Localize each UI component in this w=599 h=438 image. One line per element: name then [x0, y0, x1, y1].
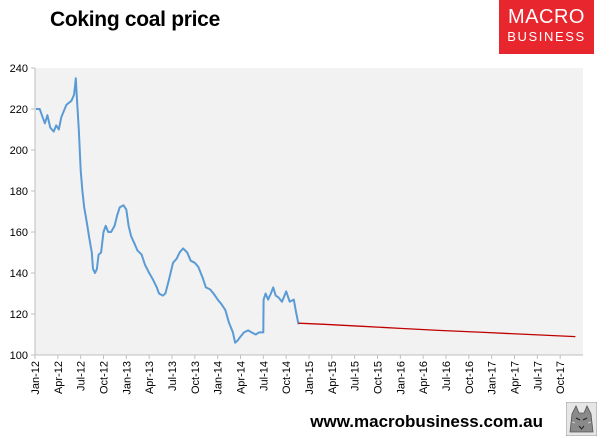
y-tick-label: 180: [10, 186, 28, 198]
x-tick-label: Oct-14: [281, 361, 293, 394]
footer-url[interactable]: www.macrobusiness.com.au: [310, 412, 543, 431]
page-title: Coking coal price: [50, 8, 220, 31]
plot-area: [35, 68, 583, 355]
y-tick-label: 240: [10, 63, 28, 75]
x-tick-label: Oct-17: [555, 361, 567, 394]
y-axis: 100 120 140 160 180 200 220 240: [10, 63, 36, 362]
logo-line1: MACRO: [508, 6, 585, 28]
y-tick-label: 100: [10, 350, 28, 362]
x-tick-label: Jan-12: [30, 361, 42, 395]
x-tick-label: Oct-16: [464, 361, 476, 394]
x-tick-label: Apr-17: [510, 361, 522, 394]
x-tick-label: Jul-16: [441, 361, 453, 391]
x-tick-label: Jan-14: [213, 361, 225, 395]
x-tick-label: Jul-14: [258, 361, 270, 391]
x-tick-label: Apr-14: [236, 361, 248, 394]
x-tick-label: Jan-17: [487, 361, 499, 395]
x-tick-label: Jan-15: [304, 361, 316, 395]
x-tick-label: Oct-15: [373, 361, 385, 394]
y-tick-label: 200: [10, 145, 28, 157]
y-tick-label: 160: [10, 227, 28, 239]
x-tick-label: Apr-15: [327, 361, 339, 394]
y-tick-label: 220: [10, 104, 28, 116]
x-tick-label: Jan-13: [121, 361, 133, 395]
y-tick-label: 140: [10, 268, 28, 280]
x-tick-label: Apr-12: [53, 361, 65, 394]
actual-price-line: [36, 77, 300, 344]
x-tick-label: Jan-16: [395, 361, 407, 395]
x-tick-label: Jul-12: [76, 361, 88, 391]
x-axis: Jan-12 Apr-12 Jul-12 Oct-12 Jan-13 Apr-13 Jul-…: [30, 354, 583, 395]
macrobusiness-logo: MACRO BUSINESS: [499, 0, 594, 54]
forecast-price-line: [298, 322, 576, 338]
x-tick-label: Oct-13: [190, 361, 202, 394]
y-tick-label: 120: [10, 309, 28, 321]
x-tick-label: Jul-17: [532, 361, 544, 391]
x-tick-label: Jul-15: [350, 361, 362, 391]
x-tick-label: Jul-13: [167, 361, 179, 391]
x-tick-label: Apr-16: [418, 361, 430, 394]
x-tick-label: Apr-13: [144, 361, 156, 394]
series-layer: [36, 77, 576, 344]
wolf-mascot-icon: [566, 402, 597, 436]
x-tick-label: Oct-12: [99, 361, 111, 394]
logo-line2: BUSINESS: [507, 29, 586, 44]
